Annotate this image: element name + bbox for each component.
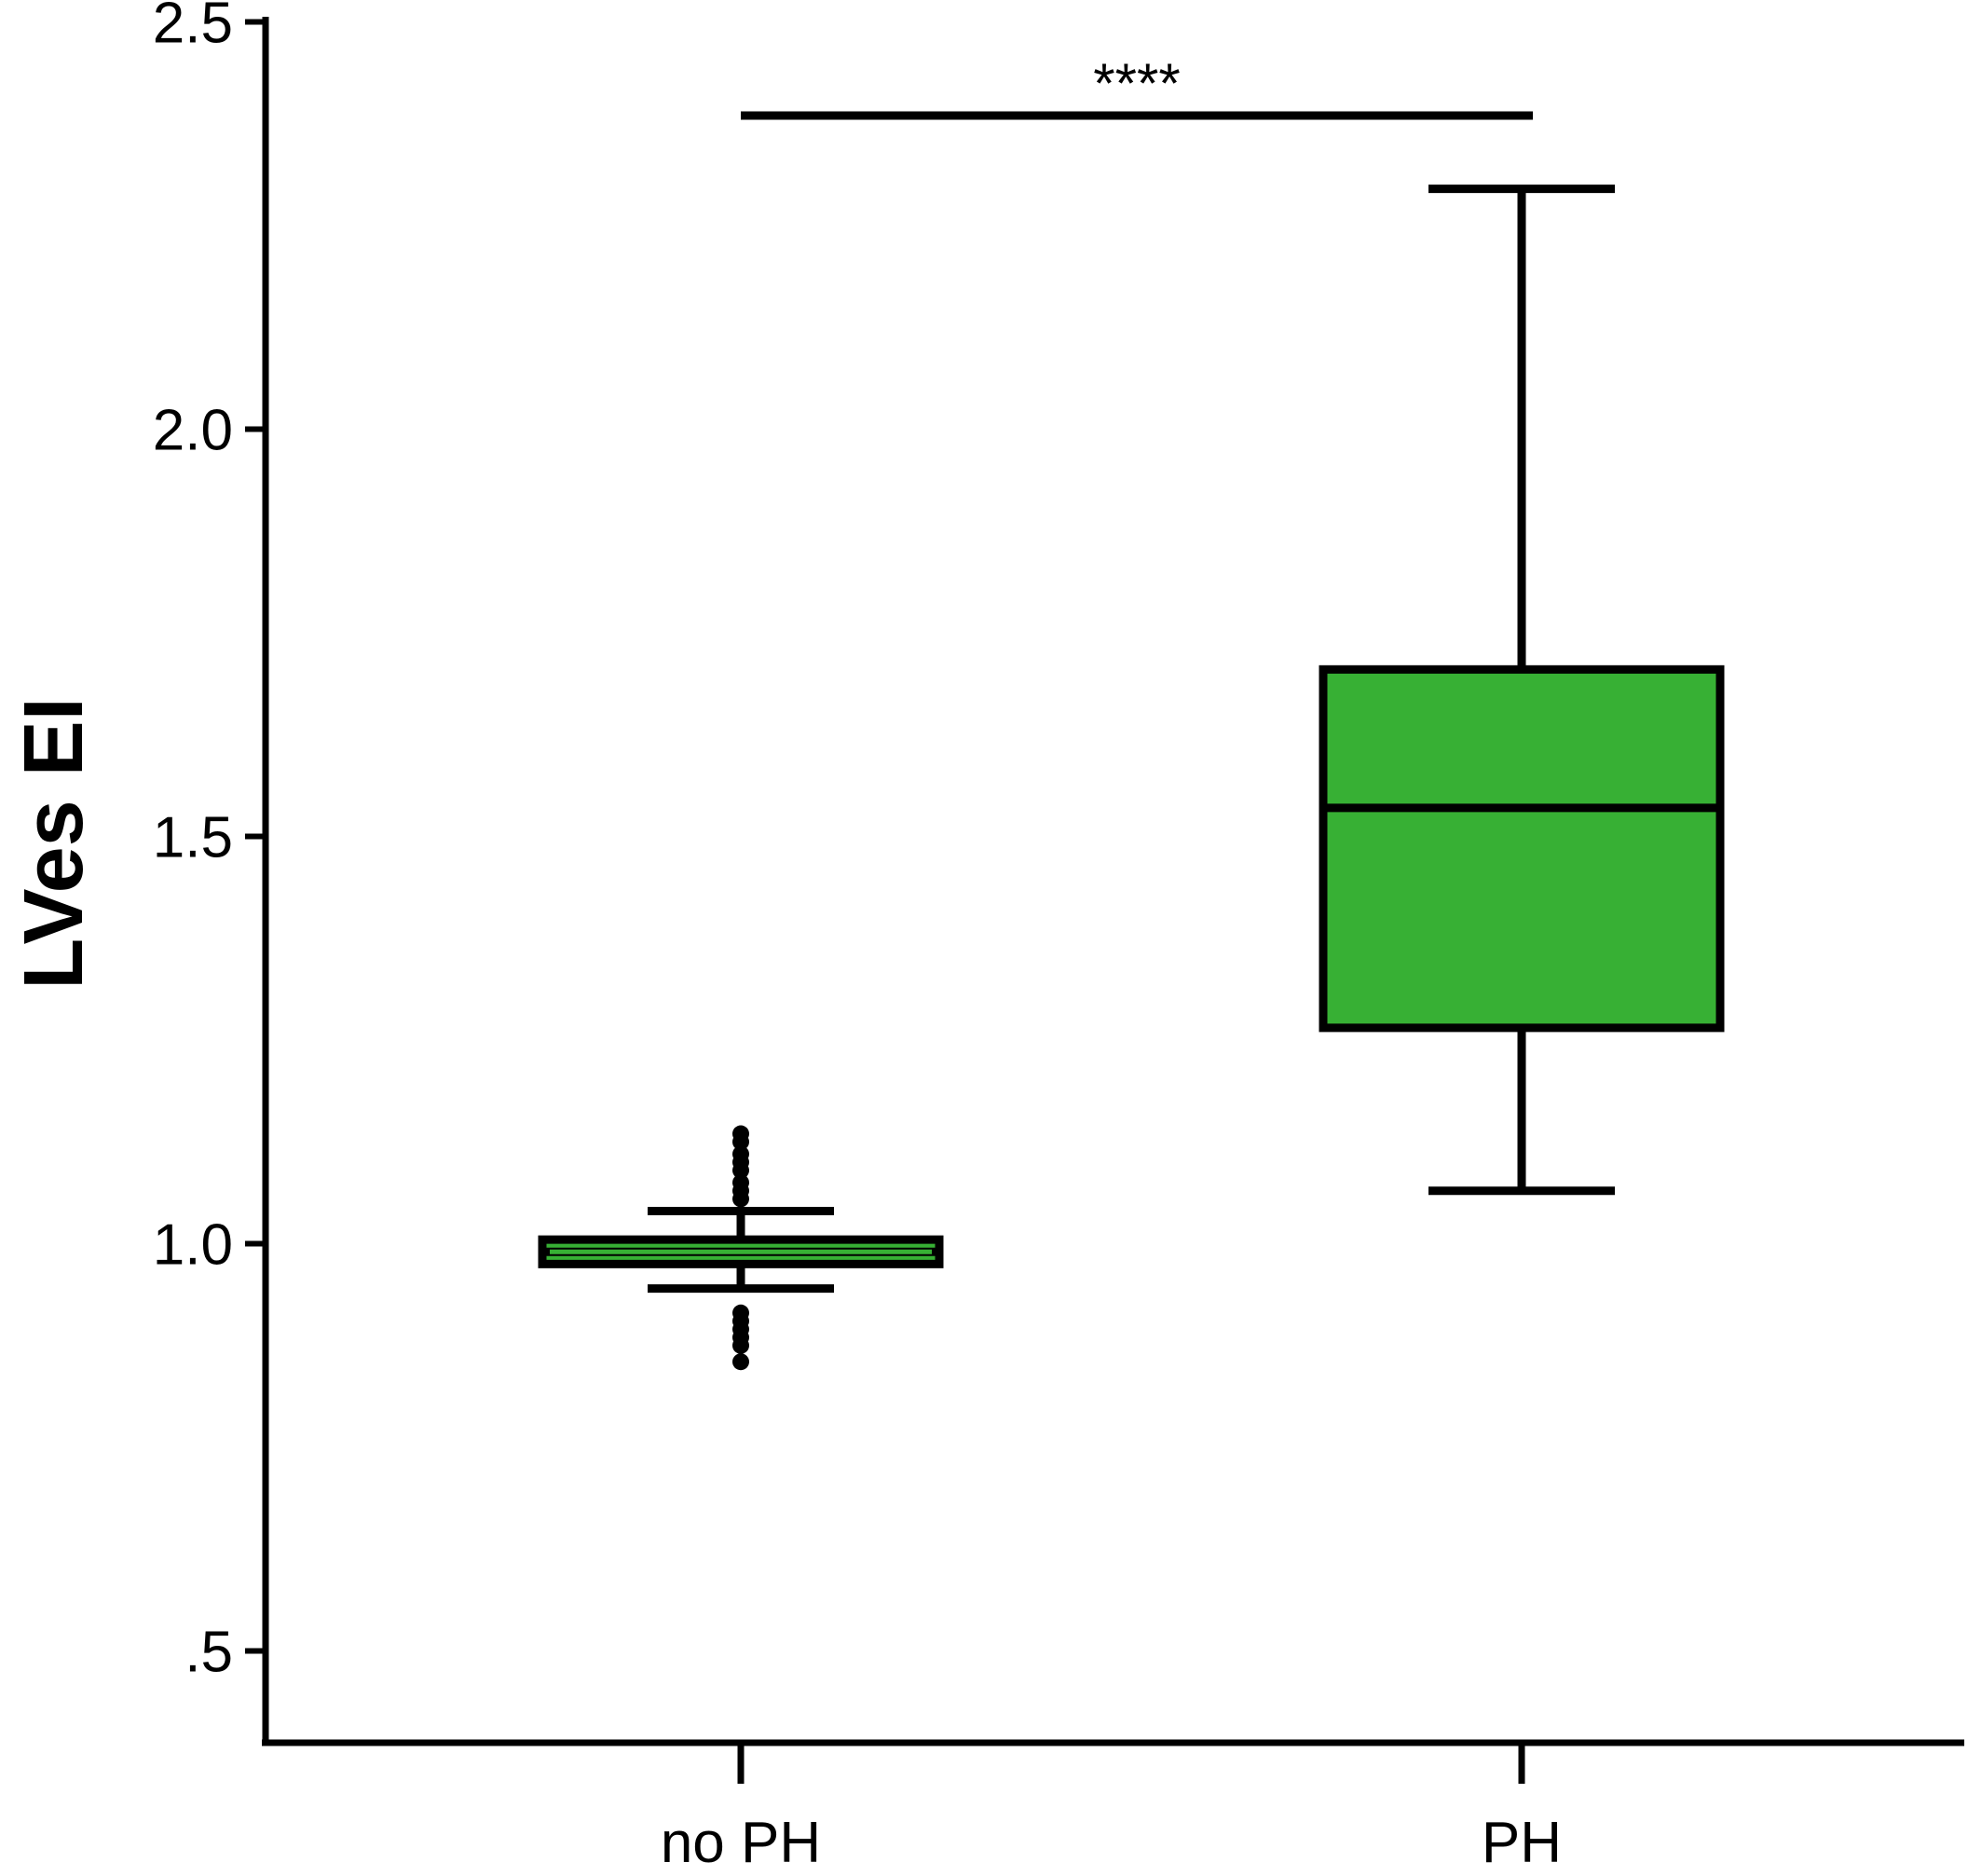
y-tick-label: .5 (184, 1621, 233, 1685)
box-series (538, 185, 1725, 1371)
outlier-point (732, 1304, 749, 1321)
y-axis-title: LVes EI (7, 697, 101, 990)
y-tick-label: 2.0 (153, 399, 233, 463)
box-iqr (1319, 664, 1725, 1033)
x-ticks: no PH PH (661, 1743, 1562, 1875)
y-ticks: .5 1.0 1.5 2.0 2.5 (153, 0, 266, 1685)
x-tick-label: PH (1482, 1811, 1562, 1871)
y-tick-label: 1.0 (153, 1213, 233, 1278)
y-tick-label: 1.5 (153, 806, 233, 870)
box-group (538, 1125, 944, 1371)
outlier-point (732, 1353, 749, 1371)
x-tick-label: no PH (661, 1811, 821, 1871)
y-tick-label: 2.5 (153, 0, 233, 56)
outlier-point (732, 1145, 749, 1163)
box-group (1319, 185, 1725, 1196)
significance-annotation: **** (741, 52, 1533, 120)
outlier-point (732, 1125, 749, 1143)
significance-label: **** (1093, 52, 1180, 115)
outlier-point (732, 1173, 749, 1191)
